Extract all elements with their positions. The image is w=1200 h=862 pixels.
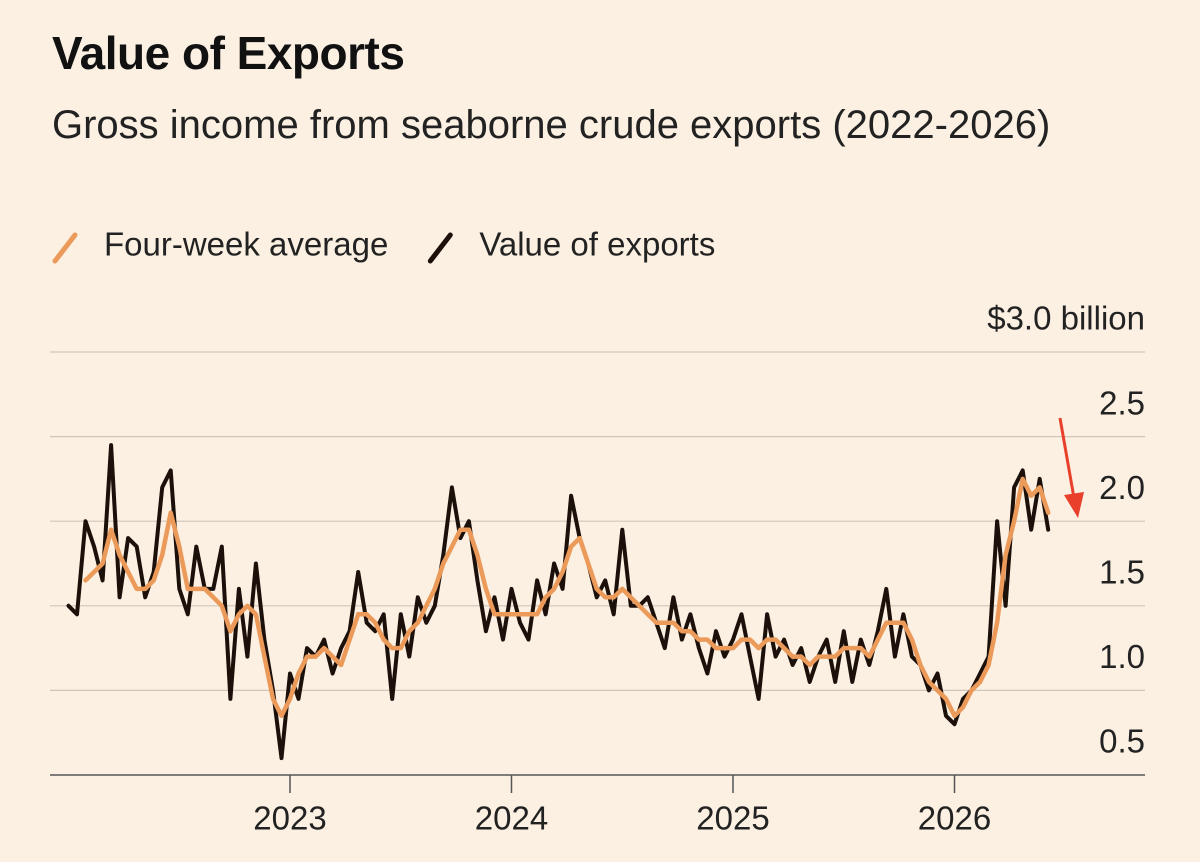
x-tick-label: 2025 — [696, 800, 769, 837]
y-tick-label: 2.5 — [1099, 384, 1145, 421]
y-tick-label: $3.0 billion — [987, 300, 1145, 337]
legend-label: Four-week average — [104, 226, 388, 263]
annotation-arrow — [1058, 417, 1084, 518]
legend-swatch — [427, 232, 453, 264]
series-line — [83, 476, 1051, 719]
y-tick-label: 0.5 — [1099, 723, 1145, 760]
legend-label: Value of exports — [479, 226, 715, 263]
y-tick-label: 1.0 — [1099, 638, 1145, 675]
chart-subtitle: Gross income from seaborne crude exports… — [52, 103, 1051, 147]
x-tick-label: 2024 — [475, 800, 548, 837]
chart-title: Value of Exports — [52, 27, 405, 79]
arrow-head — [1064, 492, 1084, 518]
arrow-shaft — [1058, 417, 1076, 499]
x-tick-label: 2026 — [918, 800, 991, 837]
legend-swatch — [52, 232, 78, 264]
y-tick-label: 2.0 — [1099, 469, 1145, 506]
plot-area: 0.5 1.0 1.5 2.0 2.5 $3.0 billion 2023 2024 2025 2… — [50, 300, 1145, 837]
x-tick-label: 2023 — [253, 800, 326, 837]
y-tick-label: 1.5 — [1099, 554, 1145, 591]
legend: Four-week average Value of exports — [52, 226, 715, 264]
